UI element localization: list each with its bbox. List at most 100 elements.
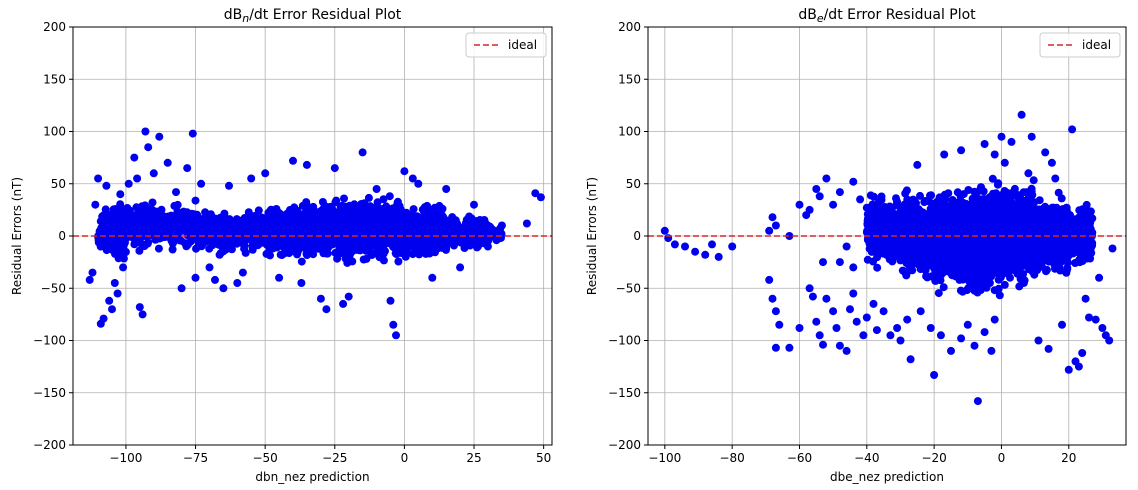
- scatter-point: [244, 225, 253, 234]
- scatter-point: [288, 246, 297, 255]
- scatter-point: [907, 261, 916, 270]
- scatter-point: [358, 221, 366, 230]
- scatter-point: [248, 245, 257, 254]
- scatter-point: [988, 251, 997, 260]
- scatter-point: [126, 228, 135, 236]
- scatter-point: [948, 196, 957, 204]
- scatter-point: [865, 235, 874, 244]
- scatter-point: [225, 181, 233, 190]
- scatter-point: [387, 220, 396, 229]
- scatter-point: [934, 260, 943, 269]
- scatter-point: [485, 222, 494, 231]
- plot-area: −100 −75 −50 −25 0 25 50−200−150−100−500501001…: [33, 20, 553, 465]
- scatter-point: [119, 263, 128, 272]
- scatter-point: [331, 208, 340, 217]
- scatter-point: [321, 202, 330, 211]
- scatter-point: [923, 273, 932, 282]
- scatter-point: [303, 251, 311, 260]
- scatter-points: [85, 127, 545, 340]
- scatter-point: [143, 239, 152, 248]
- scatter-point: [360, 199, 369, 208]
- scatter-point: [984, 241, 993, 250]
- scatter-point: [937, 204, 946, 213]
- scatter-point: [390, 212, 399, 221]
- scatter-point: [261, 169, 270, 178]
- scatter-point: [872, 233, 881, 242]
- scatter-point: [124, 179, 133, 188]
- scatter-point: [297, 279, 306, 287]
- scatter-point: [213, 223, 222, 232]
- scatter-point: [951, 219, 960, 228]
- y-tick-label: 100: [43, 125, 66, 139]
- scatter-point: [344, 292, 353, 301]
- scatter-point: [970, 187, 979, 196]
- scatter-point: [196, 226, 204, 235]
- scatter-point: [176, 227, 185, 236]
- scatter-point: [147, 228, 156, 237]
- scatter-point: [165, 229, 174, 237]
- scatter-point: [116, 200, 125, 209]
- scatter-point: [253, 224, 262, 233]
- scatter-point: [438, 204, 447, 213]
- scatter-point: [372, 185, 381, 193]
- scatter-point: [112, 208, 121, 217]
- scatter-point: [192, 244, 200, 253]
- scatter-point: [308, 212, 317, 221]
- scatter-point: [887, 206, 896, 215]
- scatter-point: [483, 242, 492, 251]
- scatter-point: [988, 174, 997, 183]
- scatter-point: [385, 192, 394, 201]
- scatter-point: [157, 205, 166, 214]
- scatter-point: [91, 200, 100, 209]
- scatter-point: [237, 235, 246, 243]
- scatter-point: [876, 209, 885, 218]
- scatter-point: [913, 250, 922, 258]
- scatter-point: [191, 273, 200, 282]
- scatter-point: [978, 218, 987, 227]
- scatter-point: [205, 244, 214, 253]
- scatter-point: [316, 294, 325, 303]
- scatter-point: [291, 215, 300, 224]
- legend-label: ideal: [508, 38, 537, 52]
- scatter-point: [897, 255, 905, 264]
- x-tick-label: 0: [401, 451, 409, 465]
- scatter-point: [266, 208, 275, 217]
- scatter-point: [114, 254, 123, 263]
- scatter-point: [334, 233, 343, 242]
- scatter-point: [94, 174, 103, 183]
- scatter-point: [282, 220, 291, 229]
- scatter-point: [139, 221, 148, 230]
- scatter-point: [102, 232, 111, 241]
- scatter-point: [531, 189, 540, 198]
- scatter-point: [934, 289, 943, 298]
- scatter-point: [238, 268, 247, 277]
- scatter-point: [237, 216, 246, 225]
- scatter-point: [230, 238, 239, 247]
- scatter-point: [211, 275, 219, 284]
- scatter-point: [358, 148, 367, 157]
- scatter-point: [346, 212, 354, 221]
- scatter-point: [148, 198, 157, 207]
- scatter-point: [867, 242, 876, 250]
- scatter-point: [940, 190, 949, 199]
- x-tick-label: −50: [252, 451, 277, 465]
- scatter-point: [393, 233, 402, 242]
- scatter-point: [977, 272, 986, 281]
- y-tick-label: 150: [43, 72, 66, 86]
- scatter-point: [864, 219, 873, 228]
- scatter-point: [253, 235, 262, 244]
- scatter-point: [965, 267, 974, 276]
- scatter-point: [233, 279, 242, 287]
- scatter-point: [927, 191, 936, 200]
- scatter-point: [338, 220, 347, 229]
- scatter-point: [365, 205, 374, 214]
- scatter-point: [886, 239, 895, 248]
- chart-dbe-residual: −100 −80 −60 −40 −20 0 20−200−150−100−50050100…: [585, 7, 1127, 484]
- x-tick-label: −75: [183, 451, 208, 465]
- scatter-point: [138, 310, 147, 319]
- scatter-point: [130, 216, 139, 225]
- scatter-point: [154, 244, 163, 253]
- scatter-point: [874, 216, 883, 225]
- scatter-point: [113, 289, 122, 298]
- scatter-point: [369, 224, 378, 233]
